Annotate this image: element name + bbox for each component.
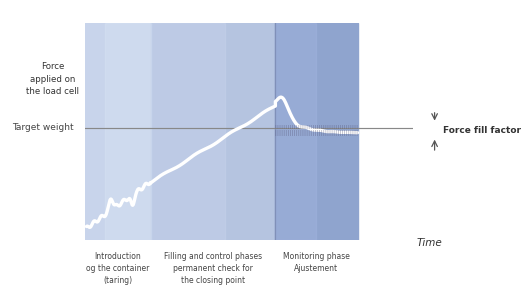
Bar bbox=[151, 23, 276, 240]
Bar bbox=[104, 23, 151, 240]
Bar bbox=[276, 23, 316, 240]
Bar bbox=[276, 23, 358, 240]
Text: Introduction
og the container
(taring): Introduction og the container (taring) bbox=[86, 252, 149, 285]
Text: Filling and control phases
permanent check for
the closing point: Filling and control phases permanent che… bbox=[164, 252, 262, 285]
Text: Target weight: Target weight bbox=[13, 123, 74, 132]
Bar bbox=[85, 23, 151, 240]
Text: Monitoring phase
Ajustement: Monitoring phase Ajustement bbox=[283, 252, 350, 273]
Text: Time: Time bbox=[416, 238, 442, 248]
Text: Force
applied on
the load cell: Force applied on the load cell bbox=[26, 62, 80, 96]
Text: Force fill factor: Force fill factor bbox=[443, 126, 520, 134]
Bar bbox=[151, 23, 225, 240]
